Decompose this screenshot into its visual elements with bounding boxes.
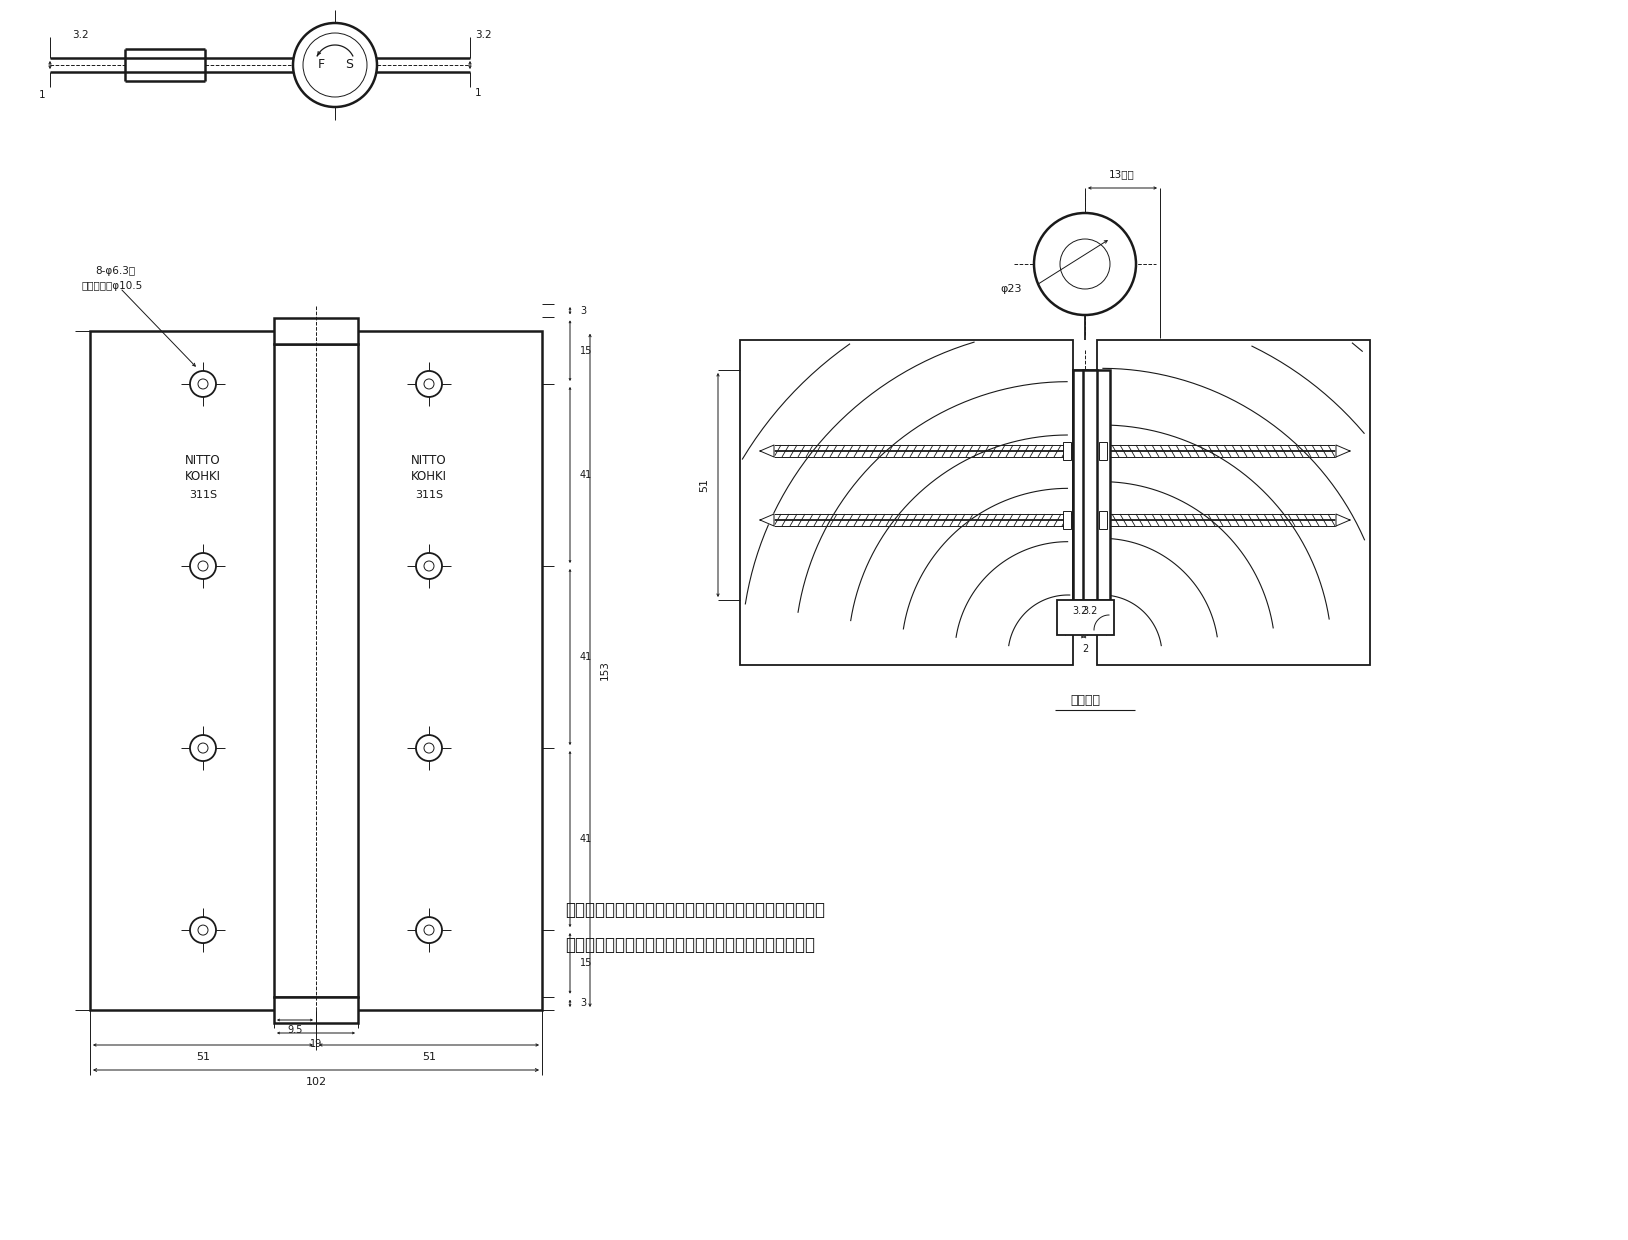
Text: 15: 15 <box>580 346 593 356</box>
Circle shape <box>293 24 378 107</box>
Polygon shape <box>760 515 773 526</box>
Circle shape <box>199 560 208 570</box>
Circle shape <box>190 553 217 579</box>
Text: NITTO: NITTO <box>412 455 446 467</box>
Text: 9.5: 9.5 <box>287 1025 303 1035</box>
Text: F: F <box>317 58 324 72</box>
Circle shape <box>190 735 217 761</box>
Circle shape <box>423 925 435 935</box>
Circle shape <box>417 735 441 761</box>
Circle shape <box>303 33 366 97</box>
Bar <box>274 997 358 1023</box>
Bar <box>1073 370 1088 600</box>
Circle shape <box>1034 213 1136 315</box>
Bar <box>1099 511 1107 529</box>
Text: 51: 51 <box>195 1052 210 1061</box>
Text: 153: 153 <box>601 661 610 681</box>
Text: 51: 51 <box>698 477 710 492</box>
Text: KOHKI: KOHKI <box>186 470 221 484</box>
Text: 41: 41 <box>580 652 593 662</box>
Bar <box>1083 370 1097 600</box>
Text: 2: 2 <box>1083 644 1088 653</box>
Text: 19: 19 <box>309 1039 322 1049</box>
Bar <box>741 340 1073 665</box>
Text: 記事１．本図は、３１１Ｓ、３１０型外形図を示します。: 記事１．本図は、３１１Ｓ、３１０型外形図を示します。 <box>565 901 825 919</box>
Text: NITTO: NITTO <box>186 455 221 467</box>
Circle shape <box>417 918 441 944</box>
Bar <box>1063 511 1071 529</box>
Circle shape <box>199 379 208 389</box>
Polygon shape <box>1337 445 1350 458</box>
Text: 1: 1 <box>475 88 482 98</box>
Bar <box>274 317 358 343</box>
Bar <box>274 343 358 997</box>
Polygon shape <box>760 445 773 458</box>
Circle shape <box>190 918 217 944</box>
Text: 1: 1 <box>39 91 46 100</box>
Bar <box>90 331 316 1011</box>
Text: 3: 3 <box>580 306 586 316</box>
Text: 8-φ6.3穴: 8-φ6.3穴 <box>94 267 135 277</box>
Bar <box>1097 340 1371 665</box>
Text: ２．３１１Ｓ、３１０型共に左右開き勝手共通です。: ２．３１１Ｓ、３１０型共に左右開き勝手共通です。 <box>565 936 816 954</box>
Text: KOHKI: KOHKI <box>410 470 448 484</box>
Circle shape <box>417 371 441 397</box>
Circle shape <box>190 371 217 397</box>
Circle shape <box>423 379 435 389</box>
Text: 311S: 311S <box>415 490 443 500</box>
Text: 41: 41 <box>580 470 593 480</box>
Text: サラモミ径φ10.5: サラモミ径φ10.5 <box>81 281 143 291</box>
Bar <box>316 331 542 1011</box>
Text: 3.2: 3.2 <box>1073 606 1088 616</box>
Polygon shape <box>1337 515 1350 526</box>
Text: S: S <box>345 58 353 72</box>
Circle shape <box>423 743 435 753</box>
Text: 15: 15 <box>580 959 593 968</box>
Circle shape <box>199 925 208 935</box>
Text: 41: 41 <box>580 835 593 844</box>
Text: 311S: 311S <box>189 490 217 500</box>
Bar <box>1063 441 1071 460</box>
Text: 3.2: 3.2 <box>1083 606 1097 616</box>
Text: 51: 51 <box>422 1052 436 1061</box>
Text: 取付状態: 取付状態 <box>1070 693 1101 707</box>
Text: 3: 3 <box>580 998 586 1008</box>
Text: 3.2: 3.2 <box>72 30 88 40</box>
Bar <box>1057 600 1114 635</box>
Circle shape <box>423 560 435 570</box>
Bar <box>1099 441 1107 460</box>
Text: 13以上: 13以上 <box>1109 169 1135 179</box>
Text: 3.2: 3.2 <box>475 30 492 40</box>
Bar <box>1073 370 1110 600</box>
Text: 102: 102 <box>306 1078 327 1087</box>
Circle shape <box>199 743 208 753</box>
Circle shape <box>1060 239 1110 289</box>
Text: φ23: φ23 <box>1000 284 1021 294</box>
Circle shape <box>417 553 441 579</box>
